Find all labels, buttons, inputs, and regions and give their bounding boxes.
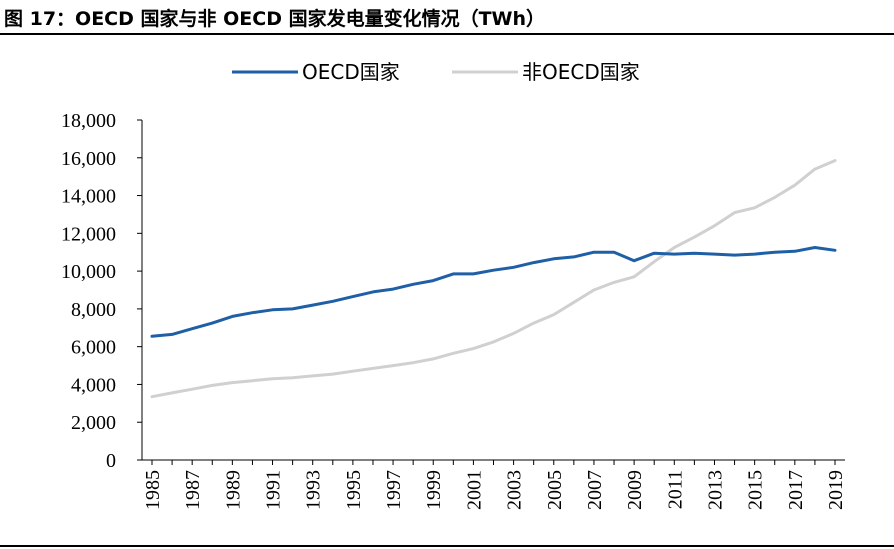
x-axis-ticks: 1985 1987 1989 1991 1993 1995 1997 1999 2001 2003… [142,460,847,510]
y-tick-label: 14,000 [61,186,116,208]
chart-axes [141,120,845,461]
x-tick-label: 1985 [142,470,164,510]
x-tick-label: 2011 [664,470,686,509]
series-line-0 [150,246,837,338]
x-tick-label: 2007 [584,470,606,510]
y-tick-label: 16,000 [61,148,116,170]
x-tick-label: 1991 [263,470,285,510]
x-tick-label: 2019 [825,470,847,510]
bottom-rule [0,545,894,547]
y-tick-label: 2,000 [71,412,116,434]
x-tick-label: 2003 [504,470,526,510]
series-lines [150,159,837,399]
x-tick-label: 1987 [182,470,204,510]
y-axis-ticks: 0 2,000 4,000 6,000 8,000 10,000 12,000 14,000 1… [61,110,142,472]
series-line-1 [150,159,837,399]
x-tick-label: 1999 [423,470,445,510]
x-tick-label: 1997 [383,470,405,510]
y-tick-label: 18,000 [61,110,116,132]
x-tick-label: 2013 [704,470,726,510]
y-tick-label: 4,000 [71,374,116,396]
x-tick-label: 2009 [624,470,646,510]
figure-title: 图 17：OECD 国家与非 OECD 国家发电量变化情况（TWh） [4,8,546,30]
y-tick-label: 10,000 [61,261,116,283]
y-tick-label: 0 [106,450,116,472]
x-tick-label: 1993 [303,470,325,510]
top-rule [0,33,894,35]
x-tick-label: 2017 [785,470,807,510]
x-tick-label: 2015 [745,470,767,510]
y-tick-label: 6,000 [71,337,116,359]
x-tick-label: 1989 [222,470,244,510]
x-tick-label: 1995 [343,470,365,510]
chart-legend: OECD国家 非OECD国家 [232,60,640,84]
legend-label-0: OECD国家 [302,60,400,84]
x-tick-label: 2001 [463,470,485,510]
y-tick-label: 8,000 [71,299,116,321]
legend-label-1: 非OECD国家 [522,60,640,84]
y-tick-label: 12,000 [61,223,116,245]
x-tick-label: 2005 [544,470,566,510]
